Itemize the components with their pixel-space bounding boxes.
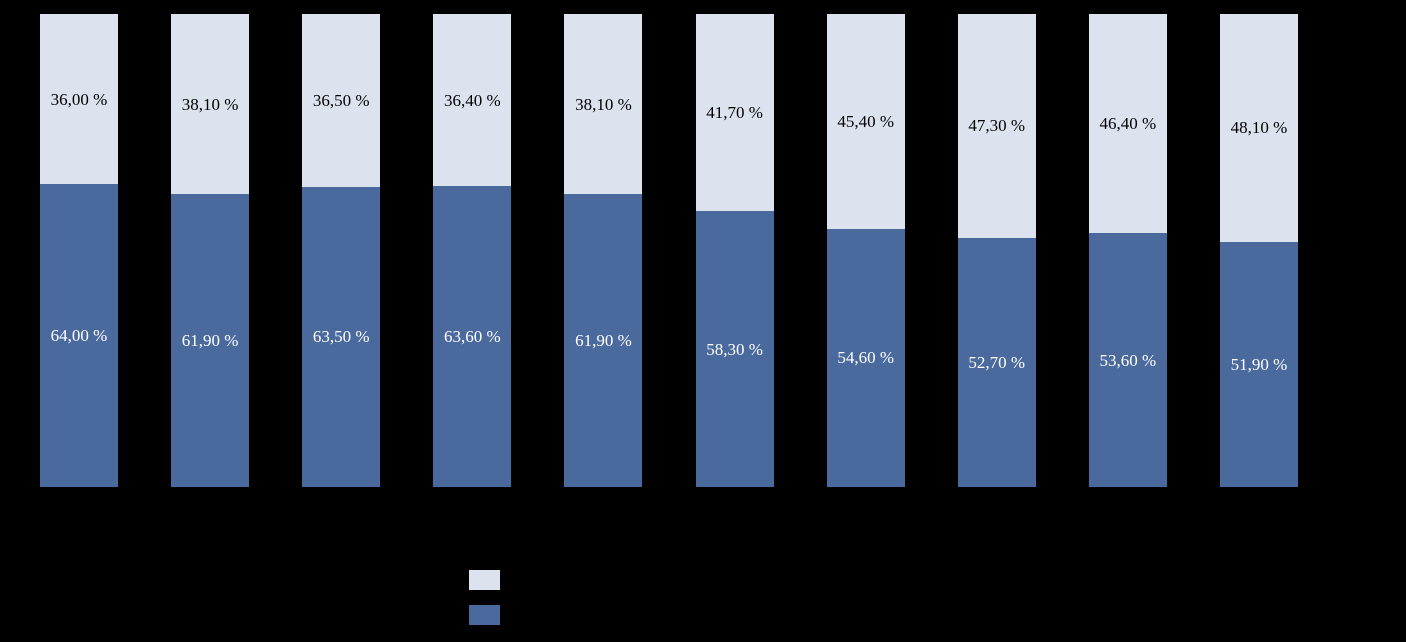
legend-swatch-light-icon [469, 570, 500, 590]
bar-column: 48,10 % 51,90 % [1219, 14, 1298, 487]
segment-bottom-dark-segment: 52,70 % [957, 237, 1036, 487]
data-label: 47,30 % [968, 116, 1026, 136]
bar-column: 36,40 % 63,60 % [433, 14, 512, 487]
segment-top-light-segment: 41,70 % [695, 14, 774, 212]
segment-top-light-segment: 48,10 % [1219, 14, 1298, 242]
segment-bottom-dark-segment: 51,90 % [1219, 241, 1298, 487]
segment-bottom-dark-segment: 53,60 % [1088, 233, 1167, 487]
segment-top-light-segment: 38,10 % [564, 14, 643, 195]
bar-column: 45,40 % 54,60 % [826, 14, 905, 487]
segment-top-light-segment: 36,50 % [302, 14, 381, 187]
segment-bottom-dark-segment: 61,90 % [171, 194, 250, 487]
legend-item-dark [469, 605, 500, 625]
data-label: 48,10 % [1230, 118, 1288, 138]
segment-top-light-segment: 46,40 % [1088, 14, 1167, 234]
bar-column: 47,30 % 52,70 % [957, 14, 1036, 487]
data-label: 53,60 % [1099, 350, 1157, 370]
segment-top-light-segment: 36,00 % [40, 14, 118, 185]
data-label: 36,40 % [443, 90, 501, 110]
plot-area: 36,00 % 64,00 % 38,10 % 61,90 % 36,50 % 63,50… [40, 14, 1298, 487]
segment-bottom-dark-segment: 54,60 % [826, 228, 905, 487]
data-label: 41,70 % [706, 103, 763, 123]
segment-bottom-dark-segment: 64,00 % [40, 184, 118, 487]
bar-column: 41,70 % 58,30 % [695, 14, 774, 487]
data-label: 52,70 % [968, 352, 1026, 372]
data-label: 64,00 % [50, 326, 108, 346]
segment-bottom-dark-segment: 58,30 % [695, 211, 774, 487]
data-label: 61,90 % [181, 331, 239, 351]
data-label: 45,40 % [837, 111, 894, 131]
segment-bottom-dark-segment: 61,90 % [564, 194, 643, 487]
legend-swatch-dark-icon [469, 605, 500, 625]
legend [469, 570, 500, 625]
data-label: 63,50 % [312, 327, 370, 347]
data-label: 38,10 % [575, 94, 632, 114]
bar-column: 46,40 % 53,60 % [1088, 14, 1167, 487]
data-label: 54,60 % [837, 348, 894, 368]
data-label: 58,30 % [706, 339, 763, 359]
segment-bottom-dark-segment: 63,50 % [302, 186, 381, 487]
bar-column: 36,50 % 63,50 % [302, 14, 381, 487]
bar-column: 38,10 % 61,90 % [171, 14, 250, 487]
data-label: 38,10 % [181, 94, 239, 114]
data-label: 36,50 % [312, 90, 370, 110]
segment-top-light-segment: 38,10 % [171, 14, 250, 195]
data-label: 63,60 % [443, 327, 501, 347]
data-label: 36,00 % [50, 89, 108, 109]
bar-column: 36,00 % 64,00 % [40, 14, 118, 487]
segment-top-light-segment: 47,30 % [957, 14, 1036, 238]
segment-bottom-dark-segment: 63,60 % [433, 186, 512, 487]
data-label: 51,90 % [1230, 354, 1288, 374]
bar-column: 38,10 % 61,90 % [564, 14, 643, 487]
legend-item-light [469, 570, 500, 590]
segment-top-light-segment: 36,40 % [433, 14, 512, 187]
segment-top-light-segment: 45,40 % [826, 14, 905, 229]
data-label: 46,40 % [1099, 114, 1157, 134]
data-label: 61,90 % [575, 331, 632, 351]
